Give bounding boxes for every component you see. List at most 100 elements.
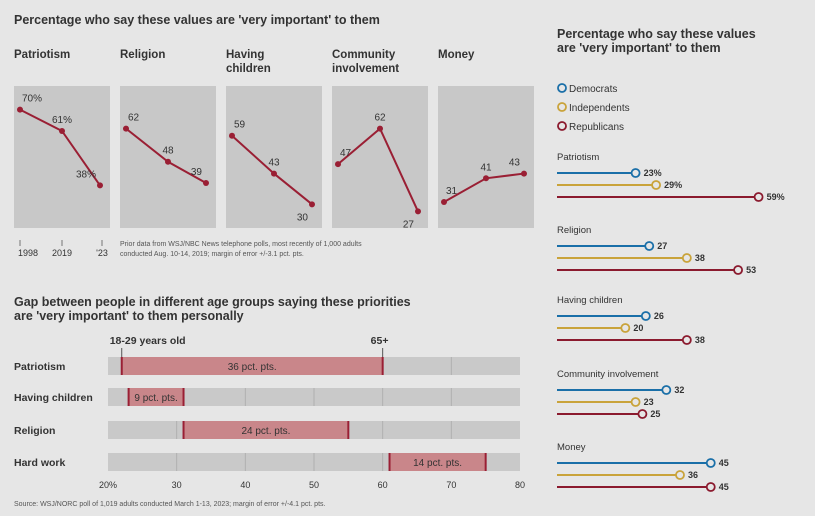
party-bar-value: 53 xyxy=(746,265,756,275)
panel-title: Having xyxy=(226,49,264,61)
legend-label-independents: Independents xyxy=(569,103,630,114)
panel-title: Money xyxy=(438,49,475,61)
gap-row-religion: Religion 24 pct. pts. xyxy=(14,421,520,439)
panel-community-involvement: Community involvement 47 62 27 xyxy=(332,49,428,230)
trend-note-line2: conducted Aug. 10-14, 2019; margin of er… xyxy=(120,251,304,258)
panel-religion: Religion 62 48 39 xyxy=(120,49,216,228)
legend-marker-independents xyxy=(557,102,567,112)
gap-x-tick: 80 xyxy=(515,480,525,490)
party-bar-value: 25 xyxy=(650,409,660,419)
party-bar-end-marker xyxy=(681,253,692,263)
gap-bar-label: 36 pct. pts. xyxy=(228,362,277,373)
party-bar-value: 29% xyxy=(664,180,682,190)
party-bar-end-marker xyxy=(620,323,631,333)
trend-value-label: 59 xyxy=(234,120,246,131)
panel-background xyxy=(332,86,428,228)
party-group-label: Religion xyxy=(557,225,591,236)
panel-background xyxy=(120,86,216,228)
panel-background xyxy=(226,86,322,228)
gap-bar-label: 24 pct. pts. xyxy=(241,426,290,437)
party-bar-end-marker xyxy=(644,241,655,251)
panel-patriotism: Patriotism 70% 61% 38% xyxy=(14,49,110,228)
panel-money: Money 31 41 43 xyxy=(438,49,534,228)
trend-point xyxy=(271,170,277,177)
trend-chart-title: Percentage who say these values are 'ver… xyxy=(14,13,380,27)
party-bar-end-marker xyxy=(705,458,716,468)
trend-point xyxy=(415,208,421,215)
trend-value-label: 39 xyxy=(191,167,203,178)
gap-row-hard-work: Hard work 14 pct. pts. xyxy=(14,453,520,471)
party-bar-value: 23% xyxy=(644,168,662,178)
party-bar-end-marker xyxy=(753,192,764,202)
trend-value-label: 31 xyxy=(446,186,458,197)
gap-row-label: Having children xyxy=(14,392,93,404)
gap-bar xyxy=(183,421,349,439)
value-trend-panels: Percentage who say these values are 'ver… xyxy=(14,13,534,258)
age-gap-title-line2: are 'very important' to them personally xyxy=(14,309,244,323)
gap-bar xyxy=(121,357,383,375)
party-bar-end-marker xyxy=(651,180,661,190)
trend-point xyxy=(309,201,315,208)
legend-marker-democrats xyxy=(557,83,567,93)
party-group-money: Money 45 36 45 xyxy=(557,442,729,492)
party-bar-value: 32 xyxy=(674,385,684,395)
party-bar-end-marker xyxy=(637,409,648,419)
party-group-label: Patriotism xyxy=(557,152,599,163)
gap-bar-label: 14 pct. pts. xyxy=(413,458,462,469)
party-bar-value: 36 xyxy=(688,470,698,480)
trend-value-label: 30 xyxy=(297,212,309,223)
trend-note-line1: Prior data from WSJ/NBC News telephone p… xyxy=(120,241,362,248)
party-bar-value: 20 xyxy=(633,323,643,333)
age-gap-chart: Gap between people in different age grou… xyxy=(14,295,525,508)
party-group-patriotism: Patriotism 23%29% 59% xyxy=(557,152,785,202)
party-bar-end-marker xyxy=(630,168,641,178)
trend-value-label: 70% xyxy=(22,94,42,105)
panel-title: Community xyxy=(332,49,396,61)
trend-point xyxy=(335,161,341,168)
gap-x-tick: 20% xyxy=(99,480,117,490)
party-bar-end-marker xyxy=(675,470,685,480)
party-bar-value: 45 xyxy=(719,458,729,468)
trend-x-tick: 1998 xyxy=(18,248,38,258)
party-bar-end-marker xyxy=(733,265,743,275)
party-group-label: Community involvement xyxy=(557,369,659,380)
party-group-community-involvement: Community involvement 32 23 25 xyxy=(557,369,684,419)
party-group-label: Having children xyxy=(557,295,622,306)
gap-x-tick: 30 xyxy=(172,480,182,490)
right-group-label: 65+ xyxy=(371,335,389,347)
party-bar-value: 27 xyxy=(657,241,667,251)
age-gap-title-line1: Gap between people in different age grou… xyxy=(14,295,411,309)
gap-row-having-children: Having children 9 pct. pts. xyxy=(14,388,520,406)
trend-point xyxy=(377,125,383,132)
gap-row-label: Religion xyxy=(14,425,55,437)
trend-point xyxy=(203,180,209,187)
gap-bar xyxy=(128,388,184,406)
party-bar-end-marker xyxy=(705,482,716,492)
party-bar-end-marker xyxy=(640,311,651,321)
trend-x-tick: 2019 xyxy=(52,248,72,258)
trend-value-label: 27 xyxy=(403,219,415,230)
party-group-having-children: Having children 26 20 38 xyxy=(557,295,705,345)
gap-source: Source: WSJ/NORC poll of 1,019 adults co… xyxy=(14,501,326,508)
trend-value-label: 41 xyxy=(480,162,492,173)
left-group-label: 18-29 years old xyxy=(110,335,186,347)
trend-point xyxy=(17,106,23,113)
trend-value-label: 62 xyxy=(374,113,386,124)
trend-point xyxy=(165,158,171,165)
panel-having-children: Having children 59 43 30 xyxy=(226,49,322,228)
trend-point xyxy=(97,182,103,189)
gap-row-label: Hard work xyxy=(14,457,66,469)
gap-bar-label: 9 pct. pts. xyxy=(134,393,177,404)
panel-background xyxy=(14,86,110,228)
party-group-label: Money xyxy=(557,442,586,453)
trend-point xyxy=(123,125,129,132)
party-bar-value: 45 xyxy=(719,482,729,492)
party-bar-value: 59% xyxy=(767,192,785,202)
party-bar-end-marker xyxy=(681,335,692,345)
trend-value-label: 61% xyxy=(52,115,72,126)
party-bar-end-marker xyxy=(630,397,641,407)
legend-label-republicans: Republicans xyxy=(569,122,624,133)
legend-label-democrats: Democrats xyxy=(569,84,617,95)
trend-value-label: 38% xyxy=(76,169,96,180)
